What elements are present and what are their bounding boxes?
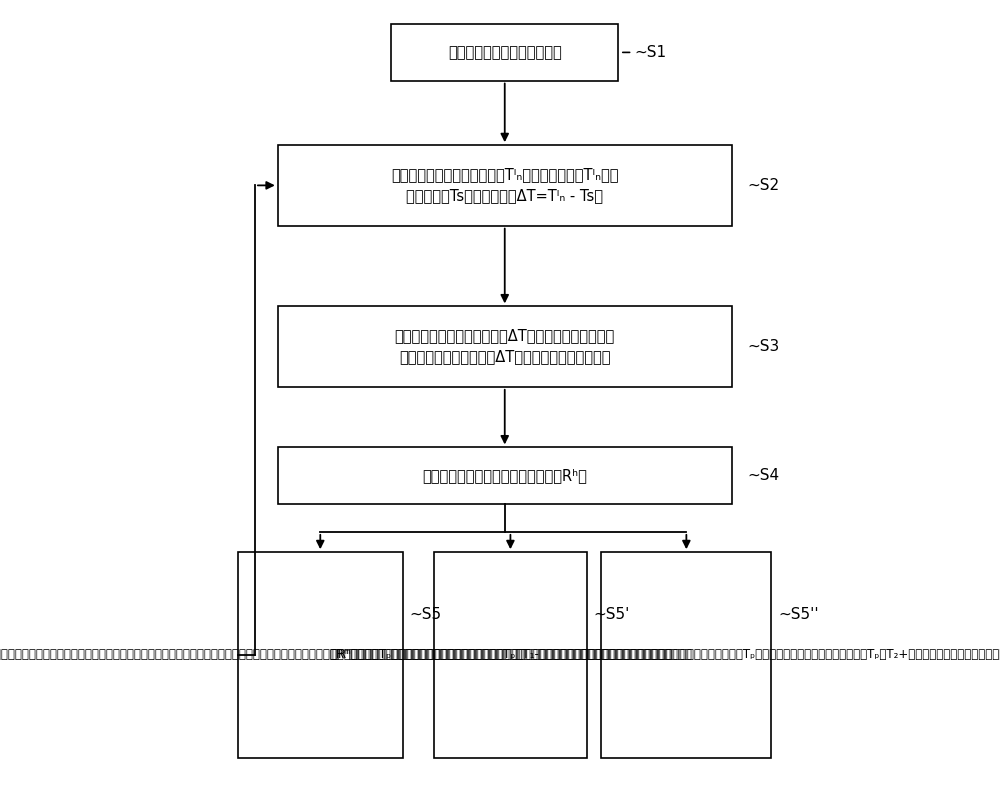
Text: ~S5'': ~S5'' (778, 607, 819, 622)
Text: ~S1: ~S1 (634, 45, 666, 60)
Text: ~S5: ~S5 (409, 607, 442, 622)
Text: ~S3: ~S3 (748, 339, 780, 354)
Text: 当Rʰ大于或等于第一预设湿度时，所述控制单元控制所述空调器除湿运行，并根据内盘温度传感器所检测到的室内换热器的盘管温度Tₚ，调节压缩机的除湿运行频率，以使Tₚ＜: 当Rʰ大于或等于第一预设湿度时，所述控制单元控制所述空调器除湿运行，并根据内盘温… (0, 648, 673, 662)
FancyBboxPatch shape (391, 24, 618, 81)
Text: ~S2: ~S2 (748, 178, 780, 193)
Text: 所述控制单元根据所述温度差ΔT，控制所述空调器制冷
或制热运行，以将温度差ΔT调节至预设温差范围内；: 所述控制单元根据所述温度差ΔT，控制所述空调器制冷 或制热运行，以将温度差ΔT调… (395, 329, 615, 364)
FancyBboxPatch shape (278, 145, 732, 226)
Text: ~S5': ~S5' (594, 607, 630, 622)
Text: 室内温度传感器检测室内温度Tᴵₙ，控制单元根据Tᴵₙ和用
户设定温度Ts，计算温度差ΔT=Tᴵₙ - Ts；: 室内温度传感器检测室内温度Tᴵₙ，控制单元根据Tᴵₙ和用 户设定温度Ts，计算温… (391, 168, 618, 203)
Text: 开启空调器的恒温除湿功能；: 开启空调器的恒温除湿功能； (448, 45, 562, 60)
FancyBboxPatch shape (601, 552, 771, 758)
Text: 当Rʰ小于或等于第二预设湿度时，所述控制单元控制所述空调器制冷运行，并根据内盘温度传感器所检测到的室内换热器的盘管温度Tₚ，调节压缩机的制冷运行频率，以使Tₚ＞: 当Rʰ小于或等于第二预设湿度时，所述控制单元控制所述空调器制冷运行，并根据内盘温… (331, 648, 1000, 662)
FancyBboxPatch shape (238, 552, 403, 758)
Text: ~S4: ~S4 (748, 468, 780, 483)
Text: 当Rʰ小于第一预设湿度，而大于第二预设湿度时，所述控制单元控制所述空调器制冷运行，持续运行第三预设时间。: 当Rʰ小于第一预设湿度，而大于第二预设湿度时，所述控制单元控制所述空调器制冷运行… (329, 648, 692, 662)
FancyBboxPatch shape (278, 447, 732, 504)
FancyBboxPatch shape (278, 306, 732, 387)
Text: 室内湿度传感器检测室内的相对湿度Rʰ；: 室内湿度传感器检测室内的相对湿度Rʰ； (422, 468, 587, 483)
FancyBboxPatch shape (434, 552, 587, 758)
